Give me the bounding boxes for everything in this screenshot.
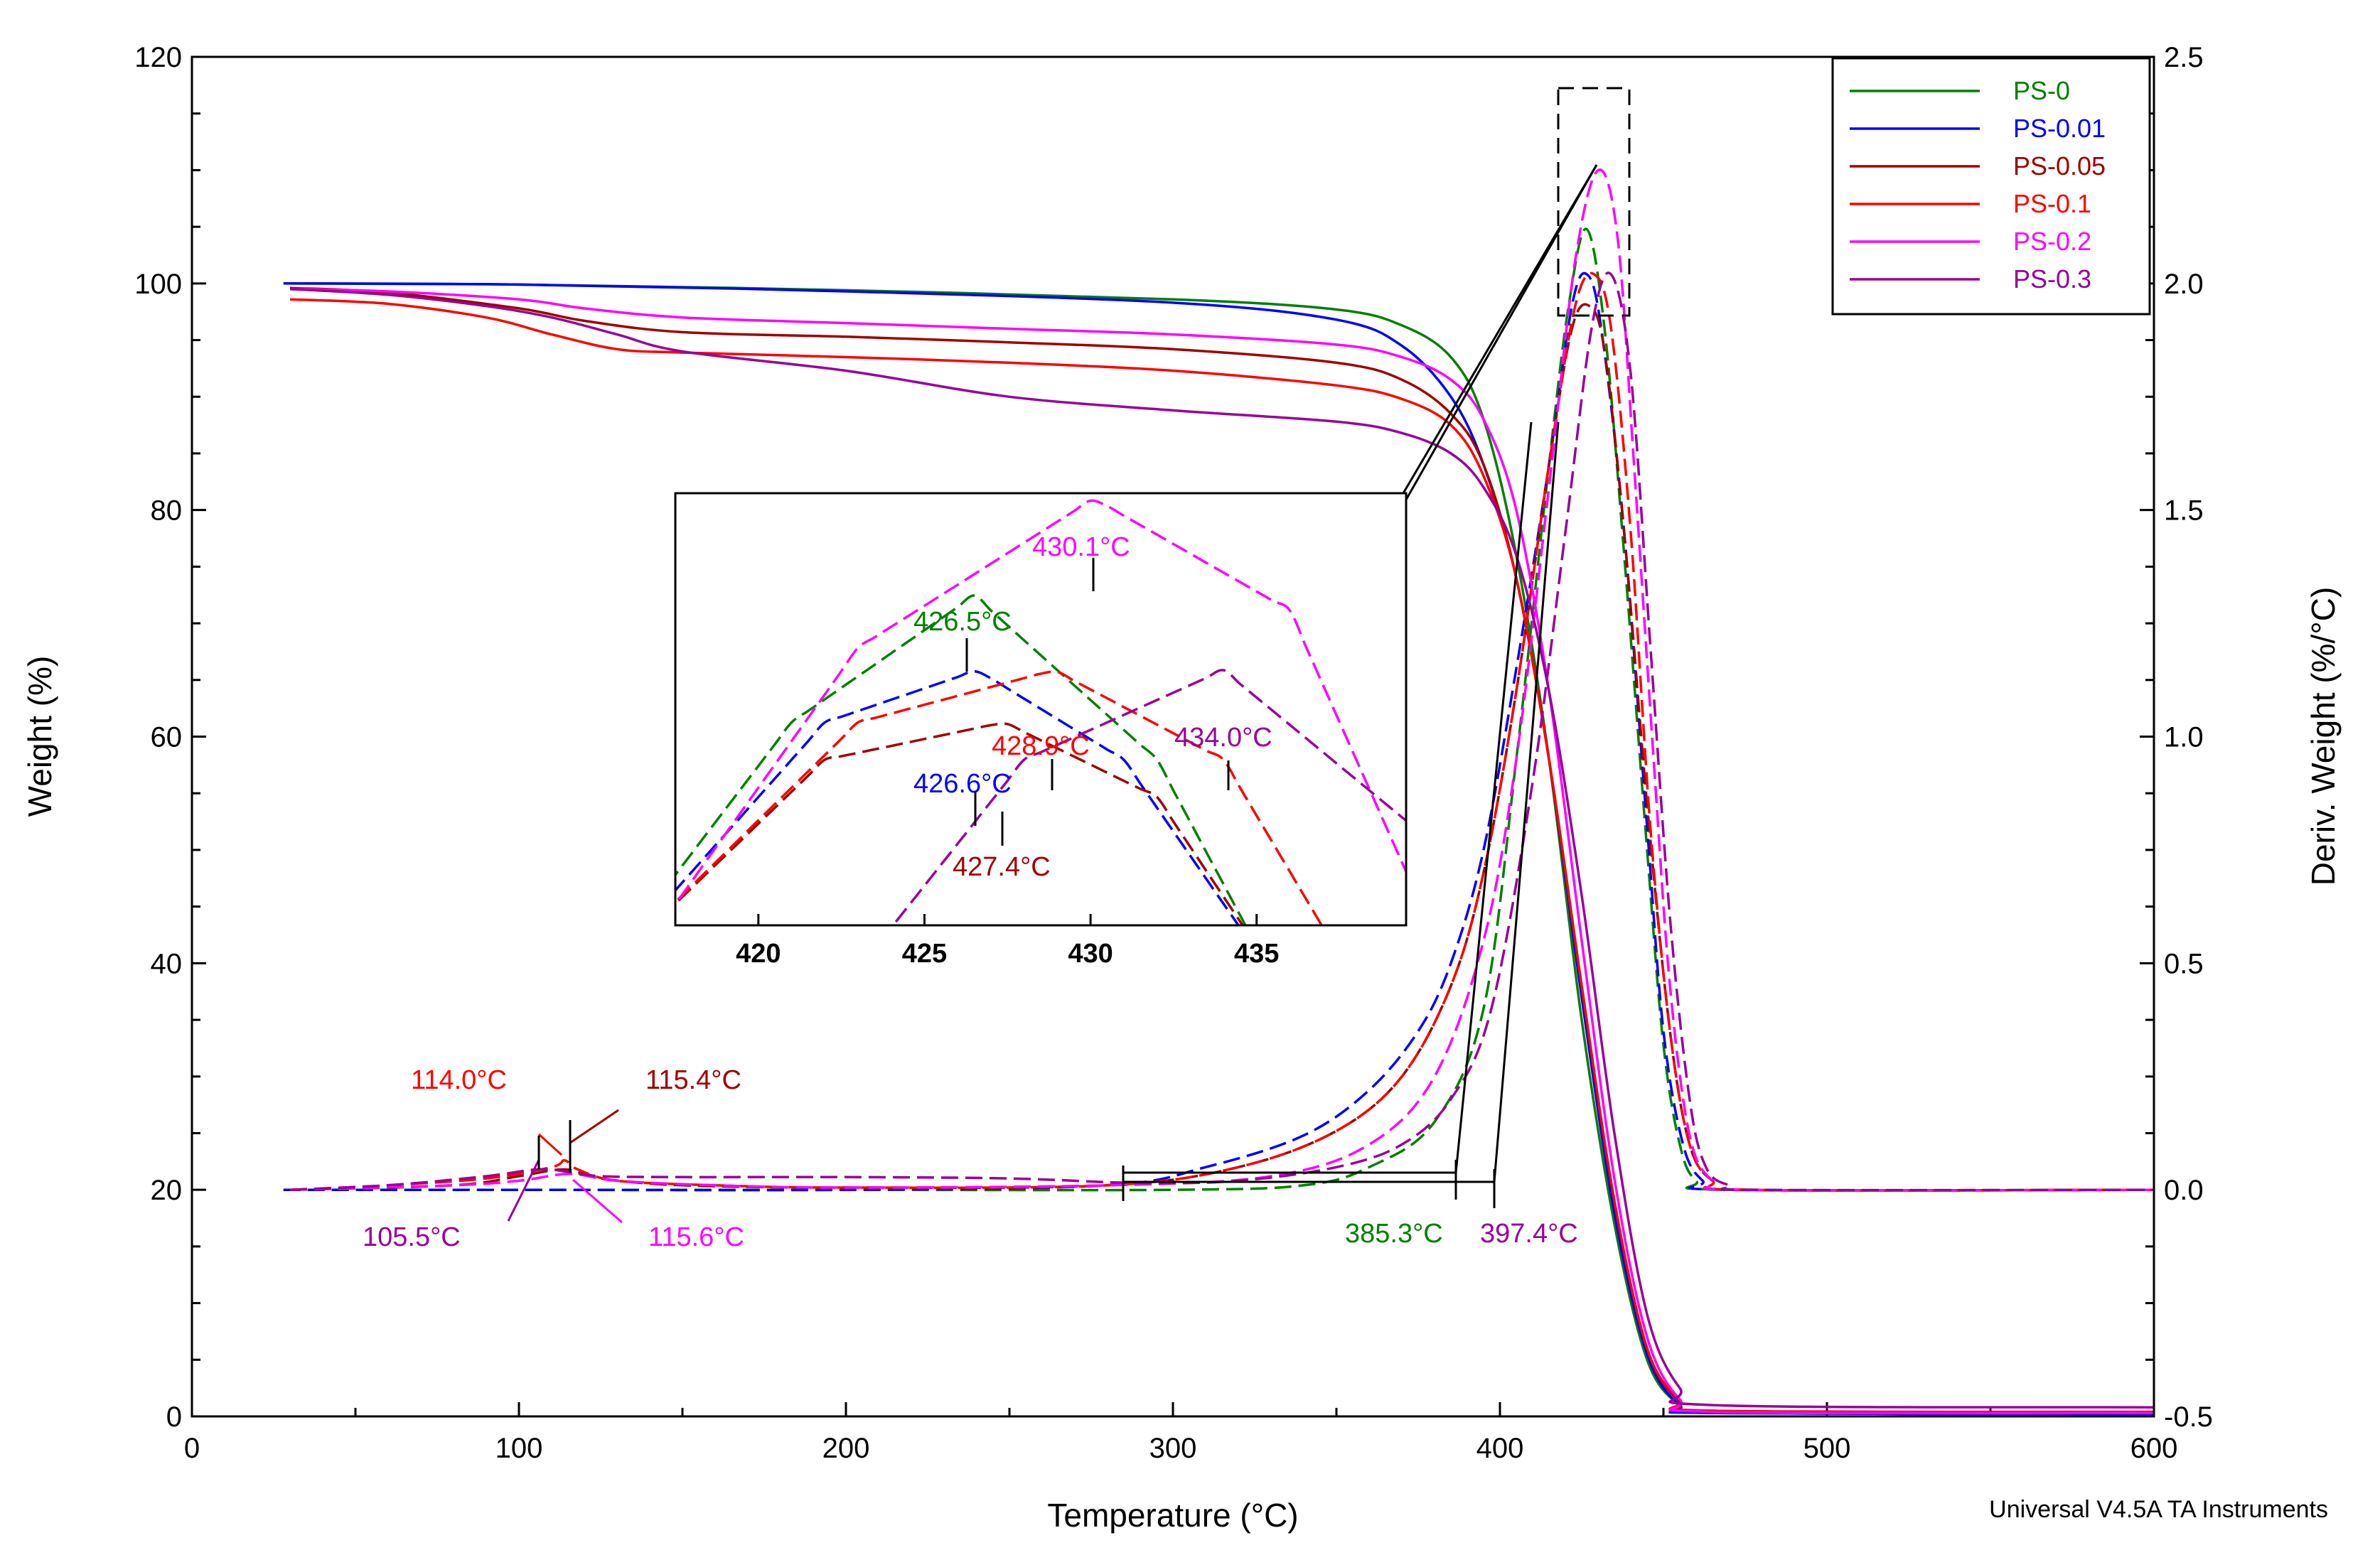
annotation-385-3: 385.3°C bbox=[1345, 1219, 1443, 1249]
y2-axis-title: Deriv. Weight (%/°C) bbox=[2305, 587, 2342, 886]
inset: 420 425 430 435 430.1°C 426.5°C 428.9°C 434… bbox=[674, 492, 1408, 969]
inset-deriv-PS-0.01 bbox=[675, 669, 1240, 925]
arrow-115-4 bbox=[569, 1109, 619, 1144]
inset-x-tick-label: 430 bbox=[1068, 939, 1113, 969]
y2-tick-label: 0.0 bbox=[2164, 1175, 2204, 1206]
y-tick-label: 0 bbox=[166, 1401, 182, 1433]
y-tick-label: 40 bbox=[151, 948, 183, 979]
x-tick-label: 400 bbox=[1476, 1433, 1524, 1464]
y-axis-title: Weight (%) bbox=[21, 656, 58, 817]
series-curves bbox=[283, 168, 2155, 1416]
plot-frame bbox=[191, 55, 2155, 1418]
y2-tick-label: 0.5 bbox=[2164, 948, 2204, 979]
inset-peak-426-6: 426.6°C bbox=[913, 769, 1012, 799]
inset-curves bbox=[675, 499, 1406, 925]
y2-tick-label: 1.0 bbox=[2164, 722, 2204, 753]
legend-label-PS-0: PS-0 bbox=[2013, 76, 2070, 105]
annotation-115-6: 115.6°C bbox=[648, 1222, 744, 1252]
y2-tick-label: -0.5 bbox=[2164, 1401, 2213, 1433]
y2-tick-label: 1.5 bbox=[2164, 495, 2204, 527]
arrow-105-5 bbox=[507, 1159, 540, 1222]
zoom-box bbox=[1557, 87, 1631, 317]
inset-peak-430-1: 430.1°C bbox=[1032, 532, 1130, 562]
inset-peak-434: 434.0°C bbox=[1174, 723, 1272, 753]
x-tick-label: 500 bbox=[1803, 1433, 1851, 1464]
y-tick-label: 60 bbox=[151, 722, 183, 753]
inset-curve-group bbox=[675, 499, 1406, 925]
deriv-curve-PS-0.3 bbox=[289, 271, 2155, 1192]
x-tick-label: 200 bbox=[822, 1433, 870, 1464]
inset-frame bbox=[674, 492, 1408, 927]
y-tick-label: 80 bbox=[151, 495, 183, 527]
y2-tick-label: 2.0 bbox=[2164, 269, 2204, 300]
x-tick-label: 100 bbox=[495, 1433, 543, 1464]
annotation-114: 114.0°C bbox=[411, 1065, 507, 1095]
legend-label-PS-0.2: PS-0.2 bbox=[2013, 227, 2091, 256]
inset-peak-428-9: 428.9°C bbox=[992, 731, 1090, 761]
y-tick-label: 20 bbox=[151, 1175, 183, 1206]
y2-axis-ticks: -0.5 0.0 0.5 1.0 1.5 2.0 2.5 bbox=[2140, 42, 2213, 1433]
legend-label-PS-0.01: PS-0.01 bbox=[2013, 114, 2106, 143]
x-tick-label: 600 bbox=[2130, 1433, 2178, 1464]
arrow-114 bbox=[537, 1133, 563, 1156]
legend-frame bbox=[1831, 57, 2151, 316]
y2-tick-label: 2.5 bbox=[2164, 42, 2204, 73]
inset-deriv-PS-0.05 bbox=[675, 722, 1245, 925]
small-peak-arrows bbox=[507, 1109, 1125, 1224]
x-tick-label: 0 bbox=[184, 1433, 200, 1464]
x-tick-label: 300 bbox=[1149, 1433, 1197, 1464]
weight-curve-PS-0.1 bbox=[289, 298, 2155, 1414]
inset-deriv-PS-0.2 bbox=[675, 499, 1406, 907]
legend-label-PS-0.1: PS-0.1 bbox=[2013, 189, 2091, 218]
inset-x-ticks: 420 425 430 435 bbox=[736, 914, 1279, 969]
inset-deriv-PS-0.1 bbox=[675, 670, 1324, 925]
x-axis-title: Temperature (°C) bbox=[1047, 1497, 1298, 1534]
inset-x-tick-label: 420 bbox=[736, 939, 781, 969]
y-axis-ticks: 0 20 40 60 80 100 120 bbox=[134, 42, 206, 1433]
inset-deriv-PS-0 bbox=[675, 594, 1247, 925]
legend: PS-0 PS-0.01 PS-0.05 PS-0.1 PS-0.2 PS-0.3 bbox=[1831, 57, 2151, 316]
annotation-105-5: 105.5°C bbox=[363, 1222, 461, 1252]
deriv-curve-PS-0.2 bbox=[289, 168, 2155, 1192]
arrow-115-6 bbox=[572, 1178, 623, 1224]
inset-peak-427-4: 427.4°C bbox=[953, 852, 1051, 882]
y-tick-label: 100 bbox=[134, 269, 182, 300]
inset-peak-426-5: 426.5°C bbox=[913, 607, 1012, 637]
y-tick-label: 120 bbox=[134, 42, 182, 73]
inset-x-tick-label: 425 bbox=[902, 939, 947, 969]
legend-label-PS-0.3: PS-0.3 bbox=[2013, 264, 2091, 294]
inset-x-tick-label: 435 bbox=[1234, 939, 1279, 969]
onset-constructions bbox=[1122, 421, 1560, 1208]
weight-curve-PS-0.3 bbox=[289, 288, 2155, 1409]
software-footer: Universal V4.5A TA Instruments bbox=[1989, 1496, 2328, 1523]
legend-label-PS-0.05: PS-0.05 bbox=[2013, 151, 2106, 181]
inset-deriv-PS-0.3 bbox=[891, 669, 1406, 925]
annotation-115-4: 115.4°C bbox=[645, 1065, 741, 1095]
annotation-397-4: 397.4°C bbox=[1480, 1219, 1578, 1249]
